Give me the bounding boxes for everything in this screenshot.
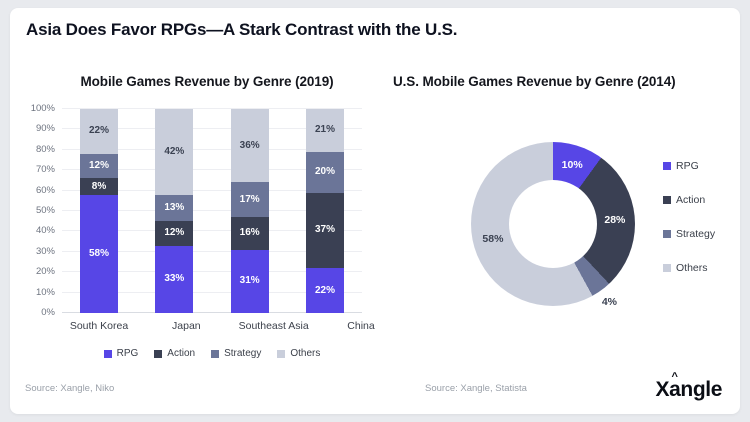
legend-item-action: Action <box>154 348 195 359</box>
bar-segment-strategy: 12% <box>80 153 118 179</box>
gridline <box>62 169 362 171</box>
x-tick-label: Southeast Asia <box>239 320 309 332</box>
bar-plot: 0% 10% 20% 30% 40% 50% 60% 70% 80% 90% 100% 58% 8% 1… <box>31 104 362 318</box>
y-tick-label: 20% <box>35 266 55 278</box>
bar-south-korea: 58% 8% 12% 22% <box>80 109 118 313</box>
y-tick-label: 60% <box>35 184 55 196</box>
y-tick-label: 50% <box>35 205 55 216</box>
category-label: Southeast Asia <box>238 320 309 332</box>
y-tick-label: 100% <box>30 103 55 114</box>
legend-swatch <box>211 349 220 358</box>
y-tick-label: 0% <box>41 307 55 318</box>
xangle-logo-caret: ^ <box>671 371 678 383</box>
legend-swatch <box>663 230 671 238</box>
donut-label-strategy: 4% <box>601 295 618 308</box>
donut-chart-section: U.S. Mobile Games Revenue by Genre (2014… <box>393 66 738 356</box>
legend-item-rpg: RPG <box>663 160 715 172</box>
legend-swatch <box>154 349 163 358</box>
legend-swatch <box>663 196 671 204</box>
legend-label: Strategy <box>676 228 716 240</box>
legend-label: Action <box>676 194 706 206</box>
bar-segment-action: 12% <box>155 221 194 246</box>
bar-segment-others: 21% <box>305 109 344 152</box>
legend-label: RPG <box>676 160 699 172</box>
bar-segment-action: 8% <box>80 178 118 195</box>
bar-segment-strategy: 13% <box>155 194 194 222</box>
category-label: Japan <box>172 320 201 332</box>
bar-chart-legend: RPG Action Strategy Others <box>62 348 362 359</box>
legend-swatch <box>663 264 671 272</box>
donut-label-rpg: 10% <box>561 159 583 172</box>
gridline <box>62 230 362 232</box>
xangle-logo: Xangle ^ <box>655 371 723 402</box>
donut-label-others: 58% <box>482 233 504 246</box>
category-label: South Korea <box>69 320 129 332</box>
donut-chart: 10% 28% 4% 58% <box>471 142 635 308</box>
bar-segment-action: 16% <box>230 217 269 250</box>
legend-label: Action <box>167 348 196 359</box>
gridline <box>62 128 362 130</box>
legend-swatch <box>103 349 112 358</box>
gridline <box>62 189 362 191</box>
gridline <box>62 271 362 273</box>
y-tick-label: 80% <box>35 143 55 155</box>
legend-item-strategy: Strategy <box>663 228 715 240</box>
gridline <box>62 291 362 293</box>
source-left: Source: Xangle, Niko <box>25 383 115 394</box>
legend-label: Strategy <box>224 348 262 359</box>
legend-item-others: Others <box>277 348 320 359</box>
bar-segment-others: 42% <box>155 109 194 195</box>
bars-row: 58% 8% 12% 22% 33% 12% 13% 42% 31% 16% 17% 36% 22% 37… <box>62 109 362 313</box>
bar-china: 22% 37% 20% 21% <box>305 109 344 313</box>
xangle-logo-text: Xangle <box>655 378 723 401</box>
gridline <box>62 250 362 252</box>
bar-segment-strategy: 17% <box>230 182 269 218</box>
legend-item-rpg: RPG <box>103 348 139 359</box>
y-tick-label: 70% <box>35 164 55 176</box>
x-tick-label: China <box>342 320 380 332</box>
donut-label-action: 28% <box>604 214 626 227</box>
gridline <box>62 148 362 150</box>
x-tick-label: South Korea <box>70 320 128 332</box>
x-tick-label: Japan <box>167 320 205 332</box>
bar-southeast-asia: 31% 16% 17% 36% <box>230 109 269 313</box>
donut-labels: 10% 28% 4% 58% <box>471 142 635 308</box>
grid-layer <box>62 108 362 313</box>
legend-swatch <box>277 349 286 358</box>
donut-legend: RPG Action Strategy Others <box>663 160 715 274</box>
legend-label: RPG <box>116 348 139 359</box>
report-card: Asia Does Favor RPGs—A Stark Contrast wi… <box>10 8 740 414</box>
legend-item-others: Others <box>663 262 715 274</box>
gridline <box>62 210 362 211</box>
x-axis-labels: South Korea Japan Southeast Asia China <box>62 320 398 332</box>
bar-segment-others: 22% <box>80 109 118 154</box>
source-right: Source: Xangle, Statista <box>425 383 527 394</box>
bar-segment-rpg: 33% <box>155 245 194 313</box>
y-axis-ticks: 0% 10% 20% 30% 40% 50% 60% 70% 80% 90% 100% <box>31 104 362 318</box>
bar-segment-rpg: 22% <box>305 268 344 313</box>
bar-segment-rpg: 31% <box>230 249 269 313</box>
bar-japan: 33% 12% 13% 42% <box>155 109 194 313</box>
bar-chart-section: Mobile Games Revenue by Genre (2019) 0% 1… <box>18 66 375 359</box>
bar-segment-rpg: 58% <box>80 194 118 313</box>
legend-item-strategy: Strategy <box>211 348 261 359</box>
page-title: Asia Does Favor RPGs—A Stark Contrast wi… <box>26 20 458 39</box>
y-tick-label: 30% <box>35 245 55 257</box>
y-tick-label: 90% <box>35 123 55 135</box>
legend-item-action: Action <box>663 194 715 206</box>
gridline <box>62 312 362 313</box>
category-label: China <box>347 320 375 332</box>
legend-swatch <box>663 162 671 170</box>
bar-segment-strategy: 20% <box>305 151 344 193</box>
donut-chart-title: U.S. Mobile Games Revenue by Genre (2014… <box>393 74 676 89</box>
y-tick-label: 10% <box>35 286 55 298</box>
legend-label: Others <box>676 262 708 274</box>
legend-label: Others <box>290 348 321 359</box>
y-tick-label: 40% <box>35 225 55 237</box>
bar-segment-others: 36% <box>230 109 269 183</box>
bar-chart-title: Mobile Games Revenue by Genre (2019) <box>80 74 334 89</box>
gridline <box>62 108 362 109</box>
bar-segment-action: 37% <box>305 192 344 269</box>
donut-ring <box>471 142 635 306</box>
